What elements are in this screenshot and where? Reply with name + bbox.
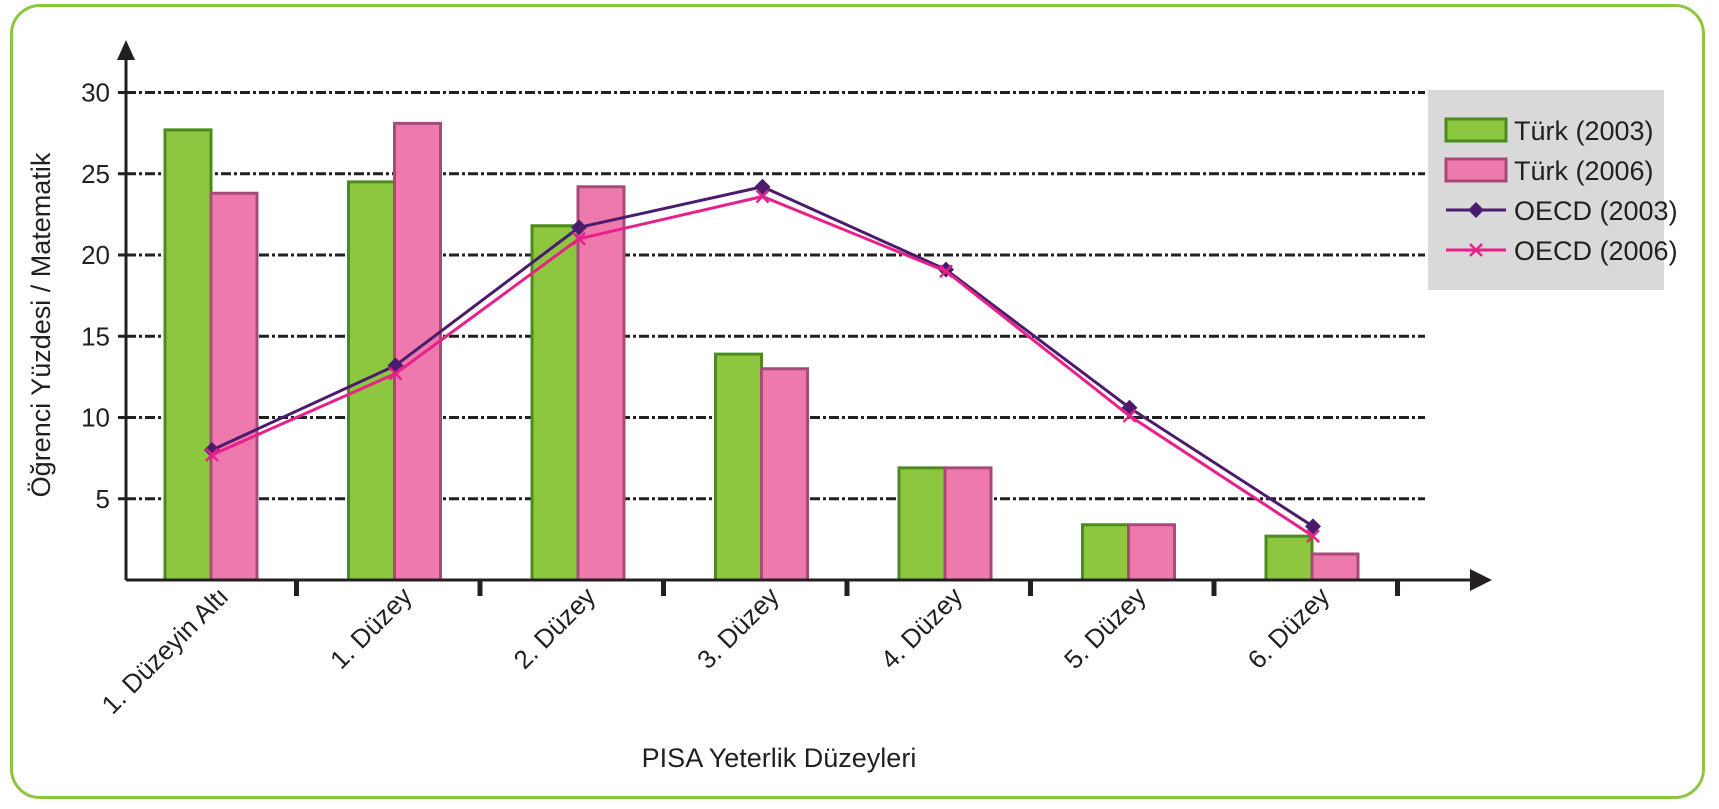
y-axis-arrow — [117, 40, 135, 60]
point-oecd-2006 — [572, 231, 586, 246]
y-tick-label: 15 — [81, 321, 110, 351]
bar-turk-2003 — [714, 352, 763, 582]
bar-turk-2003 — [347, 180, 396, 582]
point-oecd-2006 — [1306, 529, 1320, 544]
bar-turk-2006 — [760, 367, 809, 582]
bar-turk-2006 — [209, 191, 259, 582]
point-oecd-2003 — [571, 219, 587, 236]
bar-turk-2006 — [1127, 523, 1176, 582]
bar-turk-2003 — [1081, 523, 1130, 582]
x-tick-label: 5. Düzey — [1058, 581, 1152, 675]
x-tick-label: 1. Düzey — [324, 581, 418, 675]
bar-turk-2006 — [1310, 552, 1360, 582]
legend-label: OECD (2006) — [1514, 236, 1678, 266]
point-oecd-2006 — [755, 189, 770, 204]
bar-turk-2006 — [943, 466, 993, 582]
bar-turk-2006 — [576, 185, 626, 582]
point-oecd-2006 — [388, 366, 403, 381]
legend-entry: OECD (2003) — [1446, 196, 1678, 226]
x-axis-arrow — [1470, 569, 1492, 591]
legend-marker — [1468, 202, 1484, 218]
legend-swatch — [1444, 117, 1508, 143]
point-oecd-2006 — [205, 447, 219, 462]
chart-frame — [10, 4, 1705, 799]
x-tick-label: 2. Düzey — [507, 581, 601, 675]
legend-entry: Türk (2006) — [1444, 156, 1654, 186]
axes — [117, 40, 1492, 596]
x-tick-labels: 1. Düzeyin Altı 1. Düzey 2. Düzey 3. Düzey 4… — [96, 581, 1336, 720]
x-tick-label: 6. Düzey — [1241, 581, 1335, 675]
y-tick-label: 5 — [96, 484, 110, 514]
bar-turk-2003 — [163, 128, 213, 582]
legend-marker — [1469, 243, 1483, 257]
legend-label: Türk (2003) — [1514, 116, 1654, 146]
y-tick-label: 20 — [81, 240, 110, 270]
x-axis-title: PISA Yeterlik Düzeyleri — [642, 743, 917, 773]
legend: Türk (2003) Türk (2006) OECD (2003) OECD (2… — [1428, 90, 1678, 290]
legend-entry: Türk (2003) — [1444, 116, 1654, 146]
y-tick-label: 30 — [81, 78, 110, 108]
point-oecd-2006 — [939, 264, 953, 279]
x-tick-label: 3. Düzey — [691, 581, 785, 675]
y-tick-label: 10 — [81, 403, 110, 433]
x-tick-label: 1. Düzeyin Altı — [96, 581, 235, 720]
bar-turk-2003 — [897, 466, 947, 582]
y-tick-label: 25 — [81, 159, 110, 189]
x-tick-label: 4. Düzey — [874, 581, 968, 675]
point-oecd-2006 — [1122, 408, 1137, 423]
y-tick-labels: 5 10 15 20 25 30 — [81, 78, 110, 514]
legend-entry: OECD (2006) — [1446, 236, 1678, 266]
legend-label: OECD (2003) — [1514, 196, 1678, 226]
y-axis-title: Öğrenci Yüzdesi / Matematik — [26, 152, 56, 497]
bar-turk-2003 — [530, 224, 580, 582]
series-lines — [204, 178, 1321, 544]
legend-label: Türk (2006) — [1514, 156, 1654, 186]
legend-swatch — [1444, 157, 1508, 183]
bar-turk-2003 — [1264, 534, 1314, 582]
bar-turk-2006 — [393, 121, 442, 582]
